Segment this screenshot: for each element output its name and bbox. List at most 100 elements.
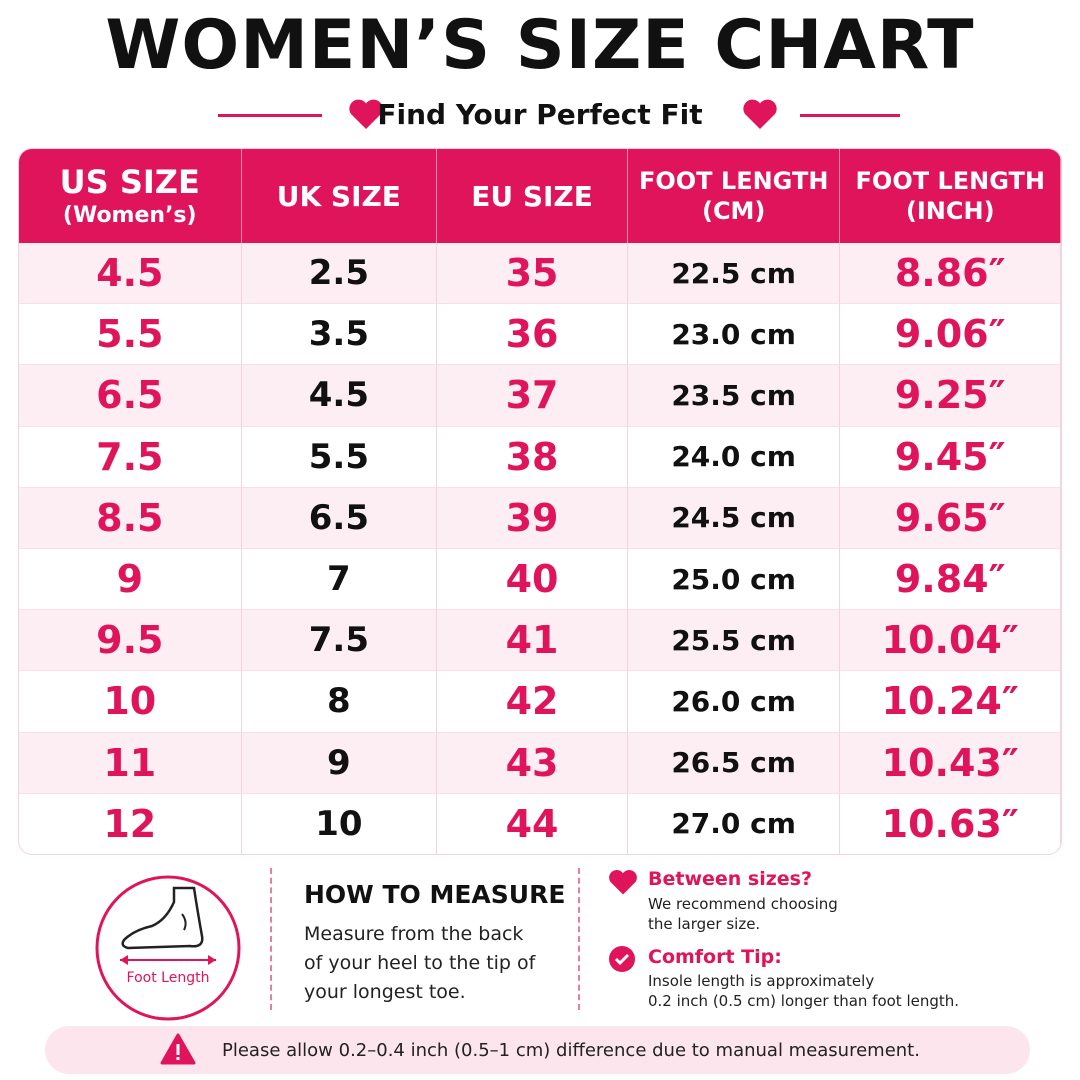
table-cell: 9	[19, 548, 242, 611]
table-cell: 4.5	[19, 243, 242, 305]
text-line: 0.2 inch (0.5 cm) longer than foot lengt…	[648, 992, 960, 1010]
section-title: HOW TO MEASURE	[304, 880, 566, 909]
header-text: US SIZE	[59, 163, 200, 202]
heart-icon	[609, 869, 637, 895]
title: WOMEN’S SIZE CHART	[105, 6, 975, 85]
table-cell: 8.86″	[840, 243, 1061, 305]
table-row: 6.5 4.5 37 23.5 cm 9.25″	[19, 365, 1061, 427]
table-cell: 26.5 cm	[627, 732, 841, 794]
table-cell: 22.5 cm	[627, 243, 841, 305]
separator	[578, 868, 580, 1010]
table-cell: 6.5	[19, 365, 242, 427]
table-cell: 23.5 cm	[627, 365, 841, 427]
table-cell: 8.5	[19, 487, 242, 549]
table-cell: 24.5 cm	[627, 487, 841, 549]
table-cell: 9.65″	[840, 487, 1061, 549]
table-cell: 4.5	[241, 365, 438, 427]
table-cell: 2.5	[241, 243, 438, 305]
table-cell: 10.63″	[840, 793, 1061, 854]
subtitle: Find Your Perfect Fit	[377, 98, 703, 131]
table-cell: 10	[19, 671, 242, 733]
table-cell: 3.5	[241, 304, 438, 366]
header-text: FOOT LENGTH	[638, 167, 829, 195]
text-line: Insole length is approximately	[648, 972, 875, 990]
table-cell: 43	[437, 732, 628, 794]
header-text: EU SIZE	[471, 179, 593, 213]
header-text: FOOT LENGTH	[855, 167, 1045, 195]
table-cell: 24.0 cm	[627, 426, 841, 488]
table-row: 5.5 3.5 36 23.0 cm 9.06″	[19, 304, 1061, 366]
table-cell: 9.45″	[840, 426, 1061, 488]
text-line: Measure from the back	[304, 923, 524, 945]
table-body: 4.5 2.5 35 22.5 cm 8.86″ 5.5 3.5 36 23.0 cm 9.06″…	[19, 243, 1061, 854]
table-cell: 10.24″	[840, 671, 1061, 733]
heart-icon	[349, 99, 383, 129]
table-cell: 11	[19, 732, 242, 794]
check-icon	[609, 946, 635, 972]
table-cell: 12	[19, 793, 242, 854]
header-text: (Women’s)	[62, 203, 197, 229]
table-row: 7.5 5.5 38 24.0 cm 9.45″	[19, 426, 1061, 488]
header-row: US SIZE (Women’s) UK SIZE EU SIZE FOOT LENGT…	[19, 149, 1061, 243]
table-cell: 6.5	[241, 487, 438, 549]
table-cell: 37	[437, 365, 628, 427]
table-cell: 23.0 cm	[627, 304, 841, 366]
table-cell: 25.0 cm	[627, 548, 841, 611]
table-cell: 9.25″	[840, 365, 1061, 427]
table-cell: 40	[437, 548, 628, 611]
text-line: of your heel to the tip of	[304, 952, 536, 974]
table-cell: 7	[241, 548, 438, 611]
table-cell: 9	[241, 732, 438, 794]
header-text: (CM)	[701, 197, 766, 225]
table-cell: 10.04″	[840, 610, 1061, 672]
table-cell: 9.84″	[840, 548, 1061, 611]
size-table: US SIZE (Women’s) UK SIZE EU SIZE FOOT LENGT…	[18, 148, 1062, 855]
table-cell: 35	[437, 243, 628, 305]
header-text: (INCH)	[905, 197, 995, 225]
table-cell: 8	[241, 671, 438, 733]
table-cell: 39	[437, 487, 628, 549]
table-cell: 9.5	[19, 610, 242, 672]
separator	[270, 868, 272, 1010]
header-cell: FOOT LENGTH (INCH)	[840, 149, 1061, 243]
table-row: 9 7 40 25.0 cm 9.84″	[19, 548, 1061, 611]
warning-icon	[160, 1033, 196, 1065]
divider	[800, 114, 900, 117]
header-text: UK SIZE	[276, 179, 401, 213]
note: Please allow 0.2–0.4 inch (0.5–1 cm) dif…	[222, 1040, 920, 1061]
table-cell: 26.0 cm	[627, 671, 841, 733]
table-cell: 5.5	[19, 304, 242, 366]
table-cell: 9.06″	[840, 304, 1061, 366]
heart-icon	[743, 99, 777, 129]
tip-title: Between sizes?	[648, 868, 813, 890]
header-cell: UK SIZE	[242, 149, 438, 243]
table-row: 4.5 2.5 35 22.5 cm 8.86″	[19, 243, 1061, 305]
text-line: We recommend choosing	[648, 895, 838, 913]
table-row: 8.5 6.5 39 24.5 cm 9.65″	[19, 487, 1061, 549]
table-row: 11 9 43 26.5 cm 10.43″	[19, 732, 1061, 794]
table-cell: 38	[437, 426, 628, 488]
measure-text: Measure from the back of your heel to th…	[304, 920, 535, 1007]
text-line: the larger size.	[648, 915, 761, 933]
table-row: 9.5 7.5 41 25.5 cm 10.04″	[19, 610, 1061, 672]
icon-label: Foot Length	[127, 970, 210, 986]
table-row: 12 10 44 27.0 cm 10.63″	[19, 793, 1061, 854]
tip-text: Insole length is approximately 0.2 inch …	[648, 971, 959, 1011]
tip-title: Comfort Tip:	[648, 946, 782, 968]
table-cell: 25.5 cm	[627, 610, 841, 672]
note-bar	[45, 1026, 1030, 1074]
table-row: 10 8 42 26.0 cm 10.24″	[19, 671, 1061, 733]
table-cell: 42	[437, 671, 628, 733]
table-cell: 10.43″	[840, 732, 1061, 794]
table-cell: 44	[437, 793, 628, 854]
table-cell: 10	[241, 793, 438, 854]
table-cell: 7.5	[241, 610, 438, 672]
table-cell: 7.5	[19, 426, 242, 488]
text-line: your longest toe.	[304, 981, 466, 1003]
table-cell: 36	[437, 304, 628, 366]
header-cell: EU SIZE	[437, 149, 628, 243]
foot-icon: Foot Length	[95, 875, 241, 1021]
tip-text: We recommend choosing the larger size.	[648, 894, 838, 934]
divider	[218, 114, 322, 117]
